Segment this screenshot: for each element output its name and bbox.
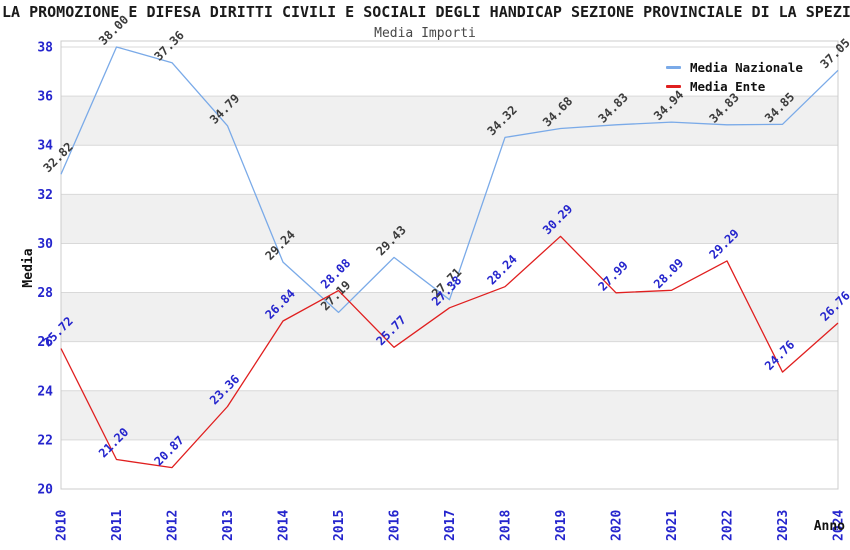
x-axis-title: Anno bbox=[814, 519, 845, 534]
x-tick-label-2015: 2015 bbox=[332, 510, 347, 541]
x-tick-label-2012: 2012 bbox=[166, 510, 181, 541]
y-tick-label-24: 24 bbox=[37, 384, 53, 399]
plot-frame bbox=[60, 40, 839, 490]
legend-entry-media-ente: Media Ente bbox=[666, 79, 803, 94]
x-tick-label-2013: 2013 bbox=[221, 510, 236, 541]
stripe-band bbox=[61, 390, 838, 440]
x-tick-label-2016: 2016 bbox=[388, 510, 403, 541]
point-label-ente-2020: 27.99 bbox=[595, 258, 630, 293]
y-tick-label-38: 38 bbox=[37, 41, 53, 56]
x-tick-label-2010: 2010 bbox=[55, 510, 70, 541]
y-tick-label-32: 32 bbox=[37, 188, 53, 203]
x-tick-label-2018: 2018 bbox=[499, 510, 514, 541]
x-tick-label-2024: 2024 bbox=[832, 510, 847, 541]
stripe-band bbox=[61, 194, 838, 244]
x-tick-label-2022: 2022 bbox=[721, 510, 736, 541]
legend-line-swatch-ente bbox=[666, 85, 681, 88]
x-tick-label-2014: 2014 bbox=[277, 510, 292, 541]
y-axis-title: Media bbox=[21, 248, 36, 287]
x-tick-label-2017: 2017 bbox=[443, 510, 458, 541]
series-line-media-nazionale bbox=[60, 46, 839, 314]
stripe-band bbox=[61, 96, 838, 146]
chart-legend: Media Nazionale Media Ente bbox=[666, 60, 803, 94]
stripe-band bbox=[61, 292, 838, 342]
series-line-media-ente bbox=[60, 235, 839, 469]
point-label-nazionale-2012: 37.36 bbox=[151, 28, 186, 63]
y-tick-label-36: 36 bbox=[37, 90, 53, 105]
y-tick-label-28: 28 bbox=[37, 286, 53, 301]
chart-subtitle: Media Importi bbox=[374, 26, 476, 41]
x-tick-label-2011: 2011 bbox=[110, 510, 125, 541]
x-tick-label-2021: 2021 bbox=[665, 510, 680, 541]
point-label-nazionale-2011: 38.00 bbox=[96, 12, 131, 47]
x-tick-label-2023: 2023 bbox=[776, 510, 791, 541]
y-tick-label-22: 22 bbox=[37, 433, 53, 448]
chart-title: LA PROMOZIONE E DIFESA DIRITTI CIVILI E … bbox=[2, 3, 850, 21]
y-tick-label-20: 20 bbox=[37, 483, 53, 498]
legend-label-ente: Media Ente bbox=[690, 79, 766, 94]
y-tick-label-34: 34 bbox=[37, 139, 53, 154]
legend-entry-media-nazionale: Media Nazionale bbox=[666, 60, 803, 75]
x-tick-label-2020: 2020 bbox=[610, 510, 625, 541]
legend-line-swatch-nazionale bbox=[666, 66, 681, 69]
legend-label-nazionale: Media Nazionale bbox=[690, 60, 803, 75]
point-label-ente-2018: 28.24 bbox=[484, 252, 519, 287]
y-tick-label-26: 26 bbox=[37, 335, 53, 350]
y-tick-label-30: 30 bbox=[37, 237, 53, 252]
x-tick-label-2019: 2019 bbox=[554, 510, 569, 541]
